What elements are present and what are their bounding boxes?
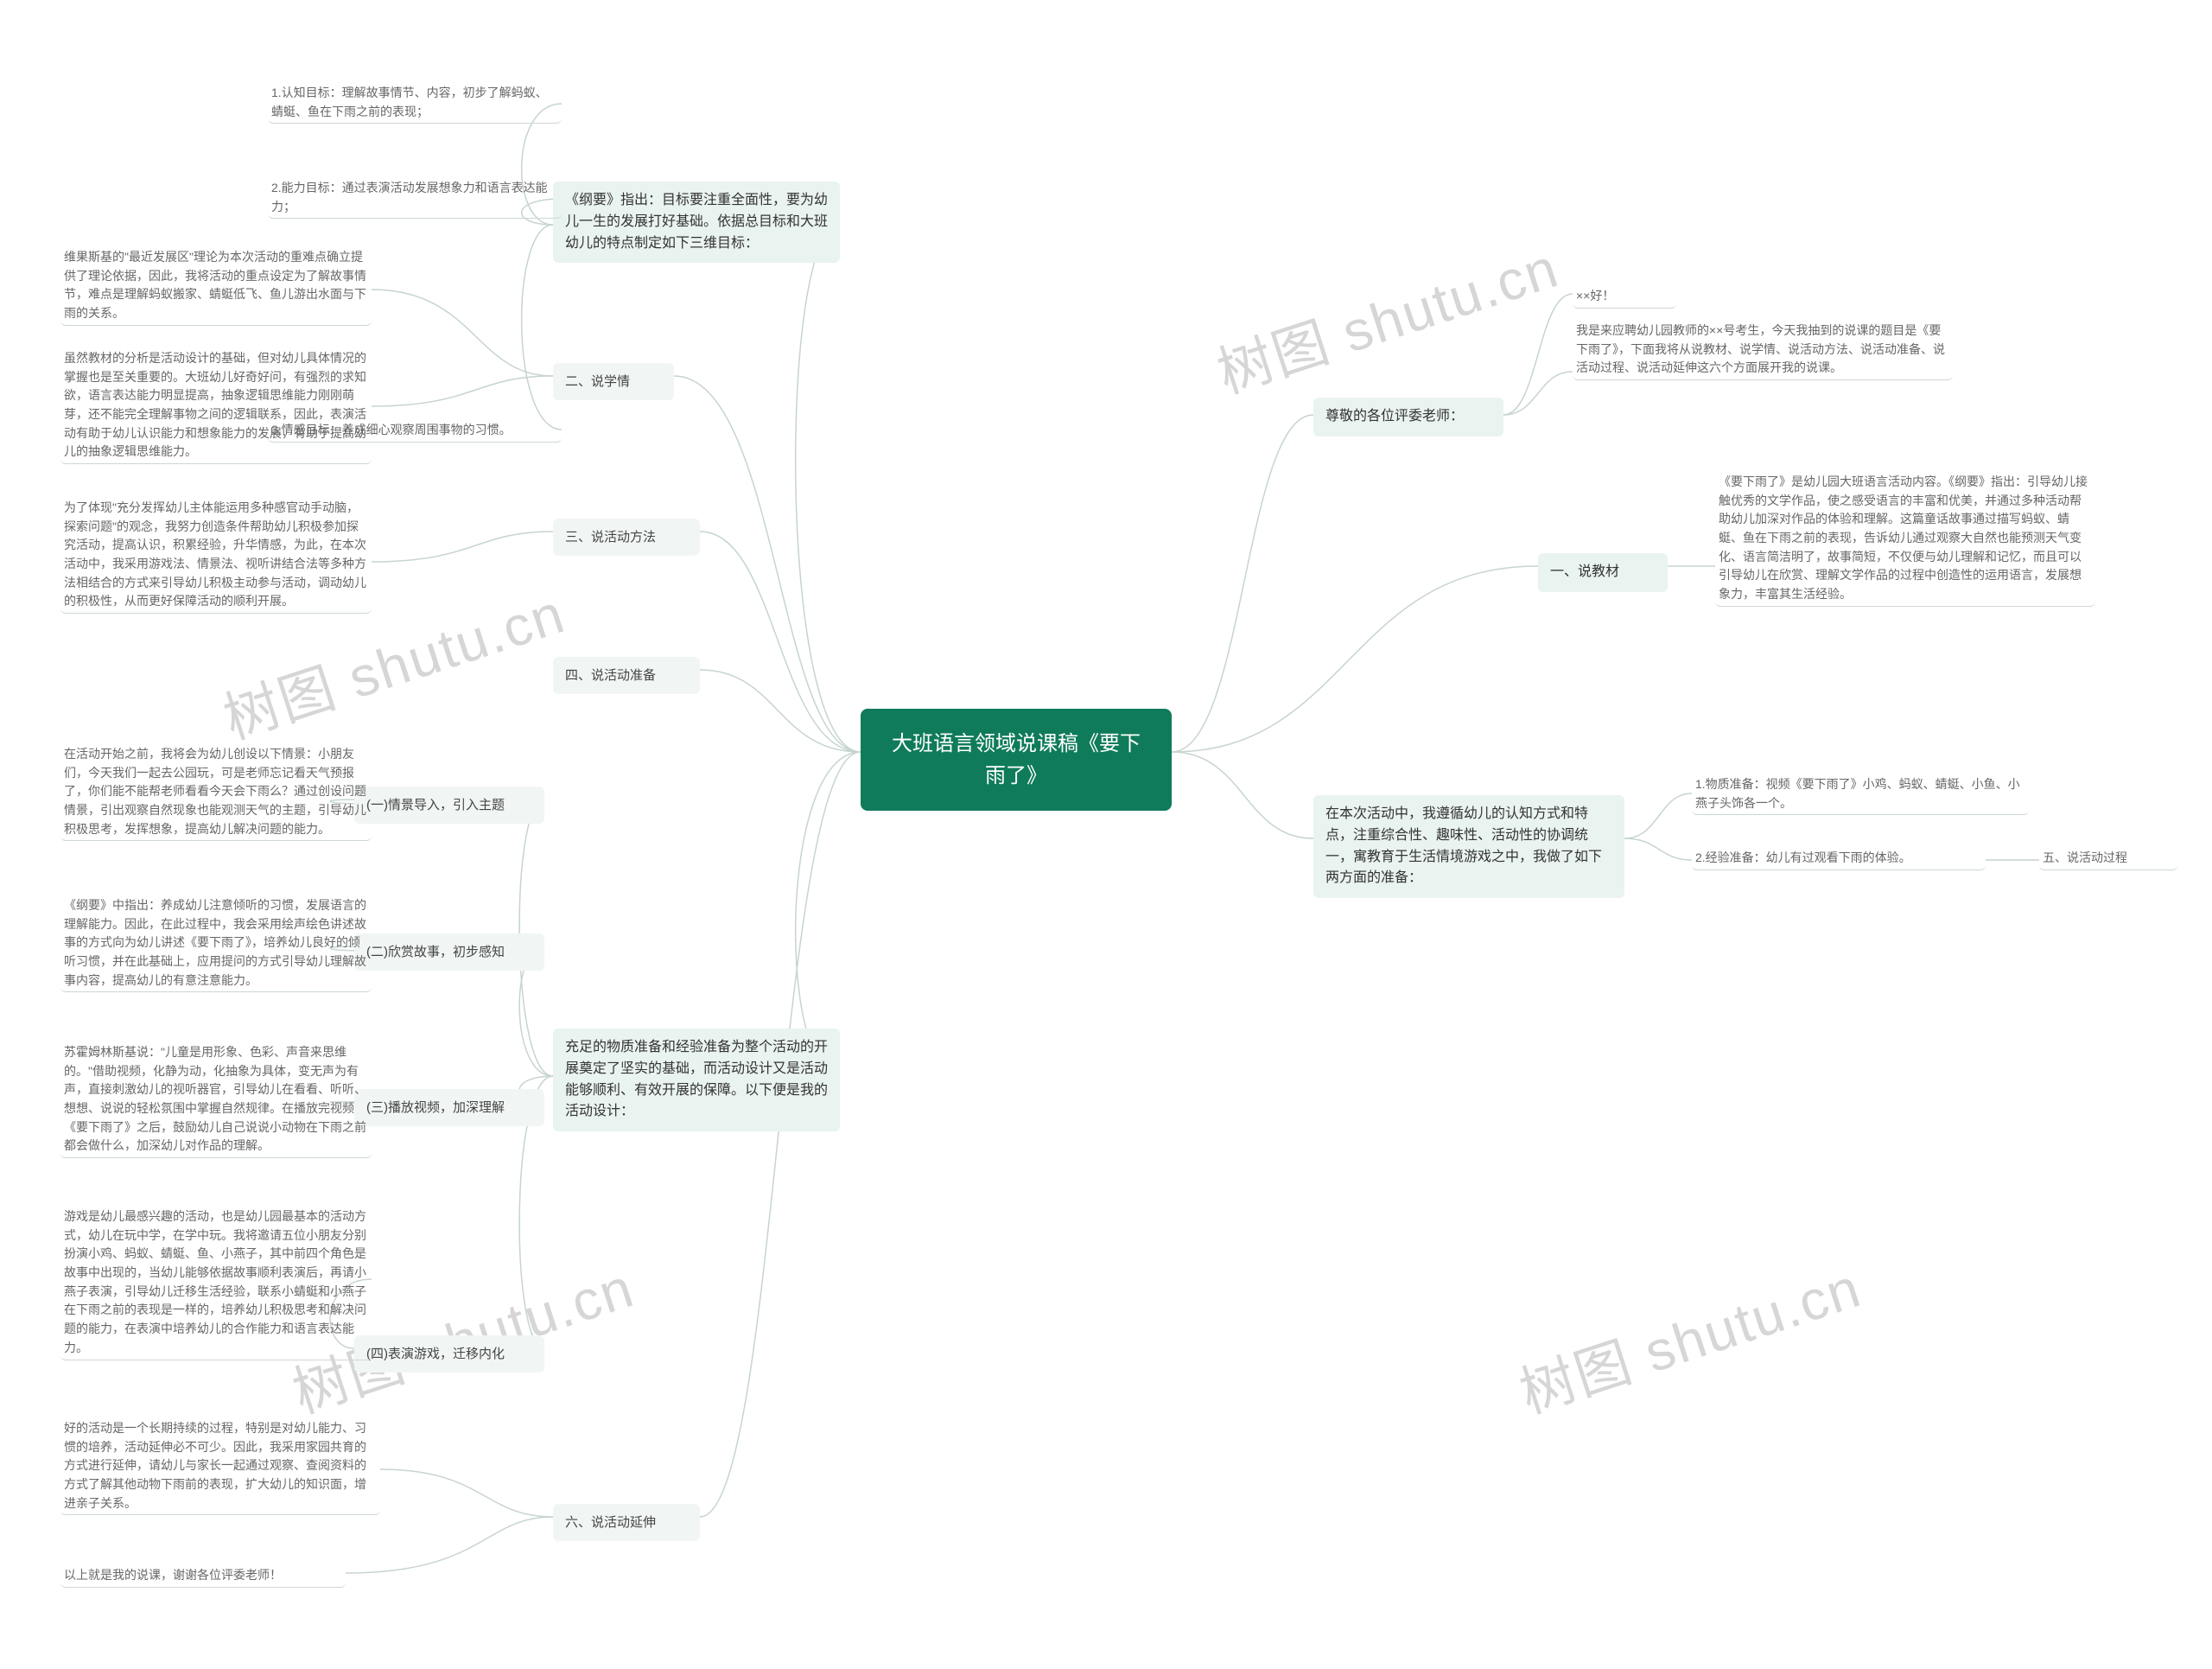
leaf-vygotsky: 维果斯基的"最近发展区"理论为本次活动的重难点确立提供了理论依据，因此，我将活动… — [60, 246, 372, 326]
leaf-extension-desc: 好的活动是一个长期持续的过程，特别是对幼儿能力、习惯的培养，活动延伸必不可少。因… — [60, 1417, 380, 1515]
branch-teaching-material[interactable]: 一、说教材 — [1538, 553, 1668, 592]
leaf-experience-prep: 2.经验准备：幼儿有过观看下雨的体验。 — [1692, 847, 1986, 870]
branch-activity-extension[interactable]: 六、说活动延伸 — [553, 1504, 700, 1541]
leaf-methods-desc: 为了体现"充分发挥幼儿主体能运用多种感官动手动脑，探索问题"的观念，我努力创造条… — [60, 497, 372, 614]
leaf-story-appreciate: 《纲要》中指出：养成幼儿注意倾听的习惯，发展语言的理解能力。因此，在此过程中，我… — [60, 895, 372, 992]
leaf-material-desc: 《要下雨了》是幼儿园大班语言活动内容。《纲要》指出：引导幼儿接触优秀的文学作品，… — [1715, 471, 2095, 607]
leaf-scene-intro: 在活动开始之前，我将会为幼儿创设以下情景：小朋友们，今天我们一起去公园玩，可是老… — [60, 743, 372, 841]
branch-learning-situation[interactable]: 二、说学情 — [553, 363, 674, 400]
sub-scene-intro[interactable]: (一)情景导入，引入主题 — [354, 787, 544, 824]
leaf-video-play: 苏霍姆林斯基说："儿童是用形象、色彩、声音来思维的。"借助视频，化静为动，化抽象… — [60, 1042, 372, 1158]
branch-activity-prepare[interactable]: 四、说活动准备 — [553, 657, 700, 694]
branch-outline-goals[interactable]: 《纲要》指出：目标要注重全面性，要为幼儿一生的发展打好基础。依据总目标和大班幼儿… — [553, 182, 840, 263]
sub-performance-game[interactable]: (四)表演游戏，迁移内化 — [354, 1335, 544, 1373]
watermark: 树图 shutu.cn — [1206, 224, 1567, 409]
leaf-material-prep: 1.物质准备：视频《要下雨了》小鸡、蚂蚁、蜻蜓、小鱼、小燕子头饰各一个。 — [1692, 774, 2029, 815]
sub-story-appreciate[interactable]: (二)欣赏故事，初步感知 — [354, 933, 544, 971]
leaf-analysis: 虽然教材的分析是活动设计的基础，但对幼儿具体情况的掌握也是至关重要的。大班幼儿好… — [60, 347, 372, 464]
root-node[interactable]: 大班语言领域说课稿《要下雨了》 — [861, 709, 1172, 811]
branch-activity-methods[interactable]: 三、说活动方法 — [553, 519, 700, 556]
watermark: 树图 shutu.cn — [1509, 1244, 1870, 1429]
mindmap-canvas: 树图 shutu.cn 树图 shutu.cn 树图 shutu.cn 树图 s… — [0, 0, 2212, 1669]
leaf-cognitive-goal: 1.认知目标：理解故事情节、内容，初步了解蚂蚁、蜻蜓、鱼在下雨之前的表现； — [268, 82, 562, 124]
leaf-intro: 我是来应聘幼儿园教师的××号考生，今天我抽到的说课的题目是《要下雨了》，下面我将… — [1573, 320, 1953, 380]
leaf-ability-goal: 2.能力目标：通过表演活动发展想象力和语言表达能力； — [268, 177, 562, 219]
leaf-closing: 以上就是我的说课，谢谢各位评委老师！ — [60, 1564, 346, 1588]
leaf-process-five: 五、说活动过程 — [2039, 847, 2177, 870]
leaf-greeting: ××好！ — [1573, 285, 1676, 309]
branch-activity-prep[interactable]: 在本次活动中，我遵循幼儿的认知方式和特点，注重综合性、趣味性、活动性的协调统一，… — [1313, 795, 1624, 898]
branch-activity-design[interactable]: 充足的物质准备和经验准备为整个活动的开展奠定了坚实的基础，而活动设计又是活动能够… — [553, 1029, 840, 1131]
leaf-performance-game: 游戏是幼儿最感兴趣的活动，也是幼儿园最基本的活动方式，幼儿在玩中学，在学中玩。我… — [60, 1206, 372, 1360]
sub-video-play[interactable]: (三)播放视频，加深理解 — [354, 1089, 544, 1126]
branch-judges[interactable]: 尊敬的各位评委老师： — [1313, 398, 1503, 436]
